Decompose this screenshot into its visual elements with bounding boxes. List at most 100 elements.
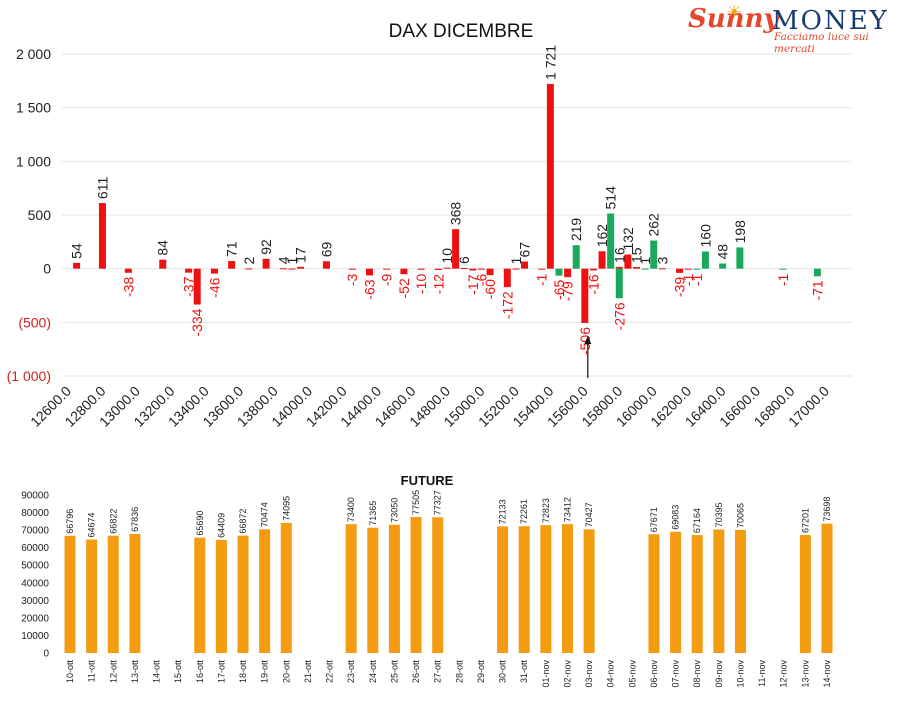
dax-bar [98, 203, 106, 269]
dax-bar [607, 213, 615, 269]
dax-data-label: 262 [646, 213, 662, 237]
dax-bar [813, 268, 821, 277]
dax-bar [572, 245, 580, 269]
dax-bar [736, 247, 744, 269]
dax-bar [779, 268, 787, 270]
dax-bar [383, 268, 391, 270]
future-x-tick-label: 07-nov [671, 660, 681, 688]
dax-data-label: 514 [603, 186, 619, 210]
dax-bar [452, 229, 460, 269]
sun-icon: ☀ [726, 2, 743, 22]
future-bar [194, 537, 206, 653]
dax-data-label: 219 [568, 218, 584, 242]
future-x-tick-label: 05-nov [627, 660, 637, 688]
dax-bar [555, 268, 563, 276]
future-data-label: 67671 [649, 507, 659, 532]
dax-data-label: 71 [224, 241, 240, 257]
dax-chart-title: DAX DICEMBRE [389, 21, 534, 42]
dax-data-label: -6 [473, 273, 489, 286]
future-x-tick-label: 14-ott [152, 660, 162, 684]
dax-bar [288, 268, 296, 270]
dax-bar [279, 268, 287, 270]
future-bar [107, 535, 119, 653]
future-bar [86, 539, 98, 653]
dax-data-label: 84 [155, 240, 171, 256]
future-data-label: 73412 [562, 497, 572, 522]
future-x-tick-label: 27-ott [433, 660, 443, 684]
dax-bar [693, 268, 701, 270]
future-x-tick-label: 06-nov [649, 660, 659, 688]
dax-data-label: -46 [206, 277, 222, 297]
dax-data-label: 10 [439, 248, 455, 264]
dax-data-label: 2 [241, 256, 257, 264]
dax-data-label: 1 [637, 257, 653, 265]
future-y-tick-label: 90000 [21, 491, 49, 502]
future-x-tick-label: 13-ott [130, 660, 140, 684]
future-bar [713, 529, 725, 653]
dax-bar [486, 268, 494, 276]
dax-y-tick-label: (500) [18, 314, 51, 330]
dax-bar [650, 240, 658, 269]
dax-data-label: -38 [120, 277, 136, 297]
dax-data-label: 54 [69, 243, 85, 259]
dax-data-label: -172 [499, 291, 515, 319]
sunny-money-logo: Sunny ☀ MONEY Facciamo luce sui mercati [688, 2, 893, 55]
dax-bar [193, 268, 201, 305]
future-bar [64, 535, 76, 653]
future-x-tick-label: 08-nov [692, 660, 702, 688]
dax-bar [589, 268, 597, 271]
future-bar [670, 531, 682, 653]
dax-y-tick-label: 1 000 [16, 153, 51, 169]
dax-data-label: 6 [456, 256, 472, 264]
dax-data-label: 198 [732, 220, 748, 244]
dax-bar [581, 268, 589, 323]
dax-bar [124, 268, 132, 273]
dax-data-label: 368 [448, 202, 464, 226]
dax-bar [434, 268, 442, 270]
future-x-tick-label: 19-ott [260, 660, 270, 684]
future-bar [432, 517, 444, 653]
dax-gridlines [62, 53, 852, 377]
dax-bar [676, 268, 684, 273]
future-y-tick-label: 50000 [21, 561, 49, 572]
dax-data-label: -52 [396, 278, 412, 298]
dax-bar [245, 268, 253, 270]
dax-data-label: 4 [275, 256, 291, 264]
future-bar [734, 529, 746, 653]
future-data-label: 66872 [238, 509, 248, 534]
future-y-tick-label: 80000 [21, 508, 49, 519]
future-data-label: 70395 [714, 502, 724, 527]
dax-bar [684, 268, 692, 270]
dax-data-label: -63 [361, 279, 377, 299]
dax-data-label: -9 [379, 273, 395, 286]
dax-bar [641, 268, 649, 270]
future-x-tick-label: 10-nov [735, 660, 745, 688]
logo-tagline: Facciamo luce sui mercati [774, 31, 869, 55]
dax-annotation [584, 336, 592, 378]
future-data-labels: 66796 64674 66822 67836 65690 64409 66872 70474… [65, 490, 832, 538]
dax-bar [701, 251, 709, 269]
dax-data-label: 17 [293, 247, 309, 263]
future-x-tick-label: 17-ott [216, 660, 226, 684]
future-y-tick-label: 40000 [21, 578, 49, 589]
future-bar [648, 534, 660, 653]
future-x-tick-label: 10-ott [65, 660, 75, 684]
dax-data-label: -17 [465, 274, 481, 294]
future-x-tick-label: 15-ott [173, 660, 183, 684]
future-y-tick-label: 0 [43, 649, 49, 660]
future-data-label: 73400 [346, 497, 356, 522]
future-x-tick-label: 16-ott [195, 660, 205, 684]
future-bar [215, 539, 227, 653]
future-x-tick-label: 28-ott [454, 660, 464, 684]
dax-dicembre-chart: DAX DICEMBRE 2 000 1 500 1 000 500 0 (500) (1 … [7, 21, 852, 430]
future-x-tick-label: 12-ott [108, 660, 118, 684]
dax-data-label: -60 [482, 279, 498, 299]
future-bar [388, 524, 400, 653]
dax-data-label: -276 [611, 302, 627, 330]
dax-data-label: -1 [534, 273, 550, 286]
dax-data-label: 48 [715, 244, 731, 260]
dax-bar [624, 254, 632, 269]
future-data-label: 77327 [433, 490, 443, 515]
future-bar [583, 529, 595, 653]
dax-data-label: 162 [594, 224, 610, 248]
